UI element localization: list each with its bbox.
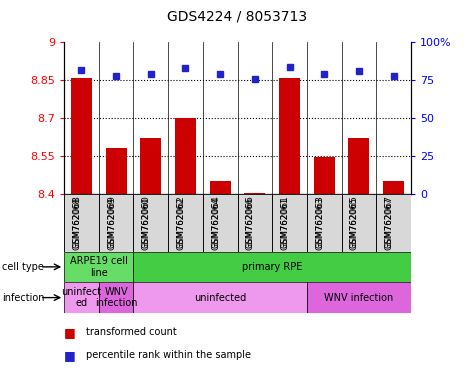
Text: GSM762068: GSM762068 xyxy=(73,197,82,248)
Text: GSM762065: GSM762065 xyxy=(350,197,359,248)
Bar xyxy=(342,194,376,252)
Bar xyxy=(133,194,168,252)
Bar xyxy=(245,193,265,194)
Text: GSM762069: GSM762069 xyxy=(107,195,116,250)
Text: cell type: cell type xyxy=(2,262,44,272)
Text: GSM762064: GSM762064 xyxy=(211,197,220,248)
Bar xyxy=(64,252,133,282)
Text: GSM762062: GSM762062 xyxy=(177,197,185,248)
Text: uninfected: uninfected xyxy=(194,293,247,303)
Text: GSM762067: GSM762067 xyxy=(385,197,393,248)
Text: GSM762066: GSM762066 xyxy=(246,195,255,250)
Text: GSM762063: GSM762063 xyxy=(315,197,324,248)
Text: GSM762065: GSM762065 xyxy=(350,195,359,250)
Text: GSM762064: GSM762064 xyxy=(211,195,220,250)
Bar xyxy=(71,78,92,194)
Text: WNV
infection: WNV infection xyxy=(95,287,137,308)
Text: GSM762061: GSM762061 xyxy=(281,197,290,248)
Text: GSM762061: GSM762061 xyxy=(281,195,290,250)
Bar xyxy=(99,282,133,313)
Bar xyxy=(175,118,196,194)
Bar xyxy=(272,194,307,252)
Text: GSM762068: GSM762068 xyxy=(73,195,82,250)
Text: ■: ■ xyxy=(64,349,76,362)
Bar xyxy=(133,282,307,313)
Text: GSM762069: GSM762069 xyxy=(107,197,116,248)
Bar xyxy=(133,252,411,282)
Bar xyxy=(210,181,230,194)
Text: GSM762067: GSM762067 xyxy=(385,195,393,250)
Bar xyxy=(279,78,300,194)
Bar xyxy=(307,282,411,313)
Text: transformed count: transformed count xyxy=(86,327,176,337)
Bar xyxy=(106,149,126,194)
Bar xyxy=(238,194,272,252)
Text: uninfect
ed: uninfect ed xyxy=(61,287,102,308)
Bar xyxy=(203,194,238,252)
Text: GSM762063: GSM762063 xyxy=(315,195,324,250)
Text: GSM762060: GSM762060 xyxy=(142,197,151,248)
Bar xyxy=(64,194,99,252)
Text: GDS4224 / 8053713: GDS4224 / 8053713 xyxy=(167,10,308,23)
Bar xyxy=(307,194,342,252)
Text: GSM762066: GSM762066 xyxy=(246,197,255,248)
Text: primary RPE: primary RPE xyxy=(242,262,303,272)
Bar xyxy=(383,181,404,194)
Text: ARPE19 cell
line: ARPE19 cell line xyxy=(70,256,128,278)
Bar xyxy=(349,138,369,194)
Text: WNV infection: WNV infection xyxy=(324,293,393,303)
Bar xyxy=(99,194,133,252)
Text: infection: infection xyxy=(2,293,45,303)
Text: percentile rank within the sample: percentile rank within the sample xyxy=(86,350,250,360)
Text: ■: ■ xyxy=(64,326,76,339)
Text: GSM762062: GSM762062 xyxy=(177,195,185,250)
Text: GSM762060: GSM762060 xyxy=(142,195,151,250)
Bar xyxy=(314,157,334,194)
Bar xyxy=(64,282,99,313)
Bar xyxy=(168,194,203,252)
Bar xyxy=(376,194,411,252)
Bar xyxy=(141,138,161,194)
